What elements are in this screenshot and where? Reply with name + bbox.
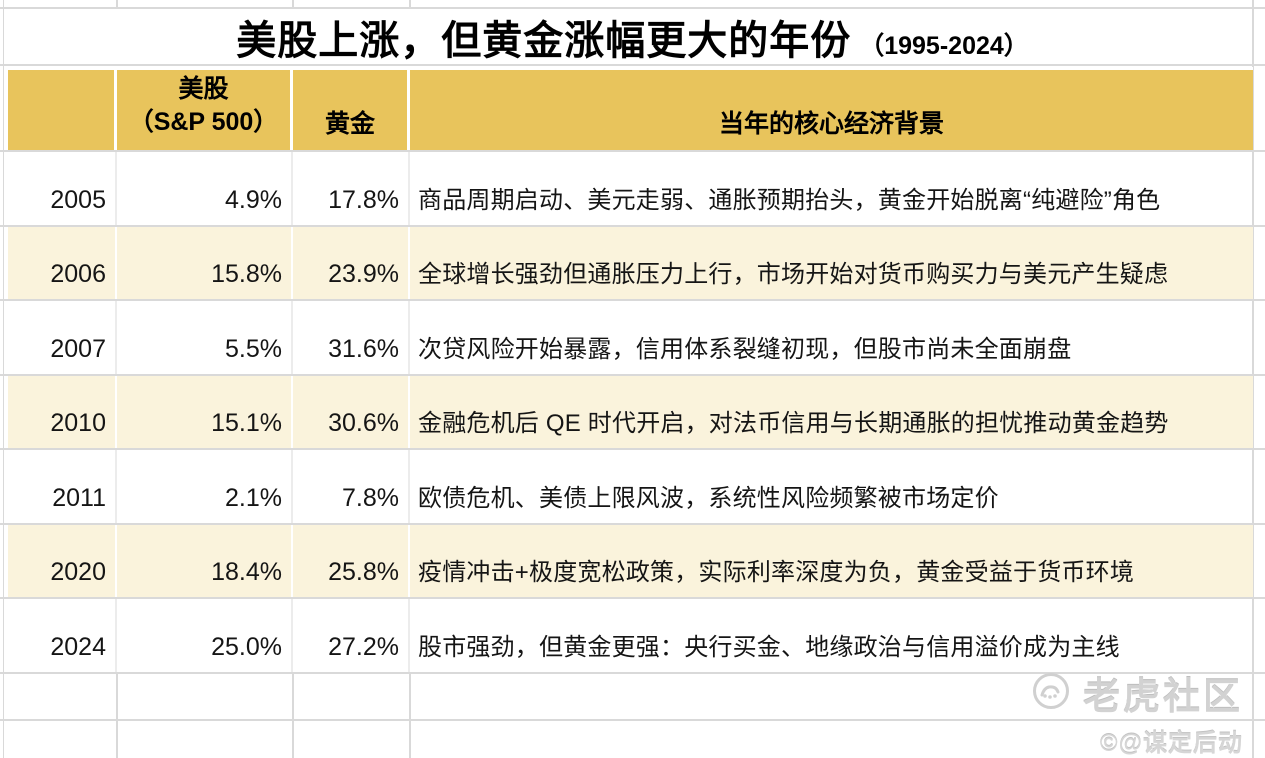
- sp500-cell: 4.9%: [117, 152, 293, 225]
- gridline-row-boundary: [0, 597, 1265, 599]
- title-main: 美股上涨，但黄金涨幅更大的年份: [236, 19, 852, 63]
- year-cell: 2006: [8, 227, 117, 299]
- sp500-cell: 15.8%: [117, 227, 293, 299]
- sp500-cell: 15.1%: [117, 376, 293, 448]
- gridline-under-title: [0, 64, 1265, 66]
- tiger-logo-icon: [1031, 671, 1071, 716]
- gridline-row-boundary: [0, 523, 1265, 525]
- year-cell: 2011: [8, 450, 117, 523]
- table-row: 2006 15.8% 23.9% 全球增长强劲但通胀压力上行，市场开始对货币购买…: [8, 227, 1253, 299]
- gold-cell: 23.9%: [293, 227, 410, 299]
- context-cell: 疫情冲击+极度宽松政策，实际利率深度为负，黄金受益于货币环境: [410, 525, 1253, 597]
- header-sp500-cell: 美股 （S&P 500）: [117, 67, 293, 150]
- context-cell: 欧债危机、美债上限风波，系统性风险频繁被市场定价: [418, 485, 999, 512]
- table-row: 2024 25.0% 27.2% 股市强劲，但黄金更强：央行买金、地缘政治与信用…: [8, 599, 1253, 672]
- table-row: 2011 2.1% 7.8% 欧债危机、美债上限风波，系统性风险频繁被市场定价: [8, 450, 1253, 523]
- header-year-cell: [8, 67, 117, 150]
- gridline-top: [0, 7, 1265, 9]
- table-row: 2010 15.1% 30.6% 金融危机后 QE 时代开启，对法币信用与长期通…: [8, 376, 1253, 448]
- gridline-stub: [292, 0, 294, 7]
- table-row: 2020 18.4% 25.8% 疫情冲击+极度宽松政策，实际利率深度为负，黄金…: [8, 525, 1253, 597]
- table-row: 2007 5.5% 31.6% 次贷风险开始暴露，信用体系裂缝初现，但股市尚未全…: [8, 301, 1253, 374]
- gridline-right-edge: [1252, 0, 1254, 758]
- context-cell: 股市强劲，但黄金更强：央行买金、地缘政治与信用溢价成为主线: [418, 634, 1120, 661]
- watermark-user-handle: ©@谋定后动: [1099, 730, 1243, 757]
- gridline-stub: [409, 0, 411, 7]
- context-cell: 金融危机后 QE 时代开启，对法币信用与长期通胀的担忧推动黄金趋势: [410, 376, 1253, 448]
- gridline-row-boundary: [0, 299, 1265, 301]
- context-cell: 次贷风险开始暴露，信用体系裂缝初现，但股市尚未全面崩盘: [418, 336, 1072, 363]
- gridline-bottom-row: [0, 719, 1265, 721]
- table-row: 2005 4.9% 17.8% 商品周期启动、美元走弱、通胀预期抬头，黄金开始脱…: [8, 152, 1253, 225]
- gridline-stub: [292, 672, 294, 758]
- header-gold-label: 黄金: [324, 110, 375, 138]
- gold-cell: 31.6%: [293, 301, 410, 374]
- sp500-cell: 5.5%: [117, 301, 293, 374]
- page-title: 美股上涨，但黄金涨幅更大的年份 （1995-2024）: [0, 8, 1265, 64]
- header-gold-cell: 黄金: [293, 67, 410, 150]
- gold-cell: 30.6%: [293, 376, 410, 448]
- watermark: 老虎社区 ©@谋定后动: [1031, 666, 1243, 758]
- year-cell: 2024: [8, 599, 117, 672]
- header-context-label: 当年的核心经济背景: [718, 110, 944, 138]
- sp500-cell: 25.0%: [117, 599, 293, 672]
- sp500-cell: 2.1%: [117, 450, 293, 523]
- context-cell: 全球增长强劲但通胀压力上行，市场开始对货币购买力与美元产生疑虑: [410, 227, 1253, 299]
- header-sp500-label: 美股 （S&P 500）: [128, 74, 279, 137]
- gold-cell: 7.8%: [293, 450, 410, 523]
- gridline-stub: [116, 672, 118, 758]
- gridline-stub: [116, 0, 118, 7]
- gridline-under-table: [0, 672, 1265, 674]
- gridline-row-boundary: [0, 225, 1265, 227]
- gold-cell: 27.2%: [293, 599, 410, 672]
- gold-cell: 17.8%: [293, 152, 410, 225]
- gridline-row-boundary: [0, 374, 1265, 376]
- watermark-community-name: 老虎社区: [1083, 676, 1243, 717]
- sp500-cell: 18.4%: [117, 525, 293, 597]
- gridline-left-edge: [3, 0, 4, 758]
- gridline-under-header: [0, 150, 1265, 152]
- year-cell: 2010: [8, 376, 117, 448]
- table-header-row: 美股 （S&P 500） 黄金 当年的核心经济背景: [8, 67, 1253, 150]
- context-cell: 商品周期启动、美元走弱、通胀预期抬头，黄金开始脱离“纯避险”角色: [418, 187, 1161, 214]
- year-cell: 2005: [8, 152, 117, 225]
- header-context-cell: 当年的核心经济背景: [410, 67, 1253, 150]
- year-cell: 2007: [8, 301, 117, 374]
- gridline-stub: [409, 672, 411, 758]
- gridline-row-boundary: [0, 448, 1265, 450]
- gold-cell: 25.8%: [293, 525, 410, 597]
- year-cell: 2020: [8, 525, 117, 597]
- title-year-range: （1995-2024）: [859, 32, 1029, 60]
